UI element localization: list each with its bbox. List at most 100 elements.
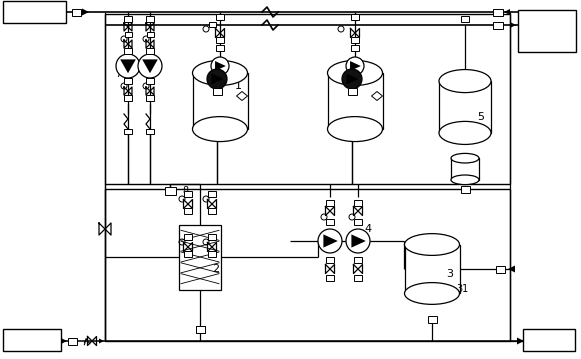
Bar [146, 16, 154, 22]
Polygon shape [215, 61, 226, 71]
Bar [208, 191, 216, 197]
Polygon shape [350, 61, 361, 71]
Bar [179, 224, 221, 289]
Bar [496, 266, 504, 272]
Bar [428, 316, 436, 322]
Bar [209, 22, 216, 27]
Bar [124, 129, 132, 134]
Text: 3: 3 [447, 269, 454, 279]
Bar [146, 129, 154, 134]
Bar [124, 78, 132, 84]
Bar [354, 275, 362, 281]
Ellipse shape [451, 153, 479, 163]
Polygon shape [517, 337, 524, 345]
Polygon shape [99, 339, 104, 344]
Text: 2: 2 [213, 264, 220, 274]
Polygon shape [352, 234, 366, 248]
Bar [493, 22, 503, 28]
Bar [326, 200, 334, 206]
Bar [351, 37, 359, 43]
Polygon shape [504, 9, 510, 15]
Bar [439, 81, 491, 133]
Text: T: T [198, 326, 202, 331]
Bar [326, 257, 334, 263]
Polygon shape [324, 234, 338, 248]
Bar [146, 48, 154, 54]
Ellipse shape [328, 60, 382, 85]
Bar [347, 88, 357, 94]
Bar [195, 326, 205, 332]
Bar [124, 32, 131, 37]
Bar [184, 234, 192, 240]
Bar [164, 187, 175, 195]
Ellipse shape [439, 121, 491, 144]
Bar [216, 45, 224, 51]
Text: 5: 5 [478, 112, 485, 122]
Bar [124, 48, 132, 54]
Polygon shape [142, 59, 158, 73]
Bar [451, 158, 479, 180]
Bar [461, 16, 469, 22]
Bar [67, 337, 77, 345]
Bar [208, 251, 216, 257]
Text: T: T [198, 326, 202, 331]
Ellipse shape [404, 283, 460, 304]
Ellipse shape [192, 117, 248, 141]
Text: 8: 8 [182, 186, 188, 196]
Bar [354, 219, 362, 225]
Circle shape [346, 229, 370, 253]
Bar [523, 329, 575, 351]
Polygon shape [211, 74, 224, 84]
Polygon shape [508, 266, 515, 272]
Text: 31: 31 [456, 284, 468, 294]
Bar [184, 208, 192, 214]
Bar [184, 191, 192, 197]
Polygon shape [510, 22, 516, 28]
Text: 7: 7 [115, 69, 121, 79]
Circle shape [207, 69, 227, 89]
Bar [404, 244, 460, 293]
Bar [328, 73, 382, 129]
Bar [461, 186, 469, 192]
Bar [213, 88, 221, 94]
Ellipse shape [451, 175, 479, 185]
Text: 蒸汽锅炉: 蒸汽锅炉 [22, 7, 46, 17]
Circle shape [116, 54, 140, 78]
Polygon shape [61, 338, 67, 344]
Bar [3, 329, 61, 351]
Ellipse shape [404, 234, 460, 255]
Bar [184, 251, 192, 257]
Bar [326, 275, 334, 281]
Bar [105, 14, 510, 184]
Bar [3, 1, 66, 23]
Bar [124, 95, 132, 101]
Bar [351, 14, 359, 20]
Bar [326, 219, 334, 225]
Bar [354, 200, 362, 206]
Ellipse shape [439, 70, 491, 93]
Text: 用热
设备: 用热 设备 [541, 20, 553, 42]
Bar [146, 95, 154, 101]
Bar [146, 32, 153, 37]
Bar [208, 208, 216, 214]
Bar [146, 78, 154, 84]
Bar [195, 326, 205, 332]
Bar [518, 10, 576, 52]
Circle shape [318, 229, 342, 253]
Ellipse shape [192, 60, 248, 85]
Bar [192, 73, 248, 129]
Text: 4: 4 [364, 224, 372, 234]
Bar [216, 14, 224, 20]
Bar [216, 37, 224, 43]
Text: 水坑: 水坑 [543, 335, 555, 345]
Circle shape [211, 57, 229, 75]
Bar [351, 45, 359, 51]
Bar [124, 16, 132, 22]
Polygon shape [346, 74, 358, 84]
Bar [493, 9, 503, 15]
Ellipse shape [328, 117, 382, 141]
Bar [71, 9, 81, 15]
Text: 1: 1 [235, 81, 242, 91]
Circle shape [346, 57, 364, 75]
Polygon shape [120, 59, 136, 73]
